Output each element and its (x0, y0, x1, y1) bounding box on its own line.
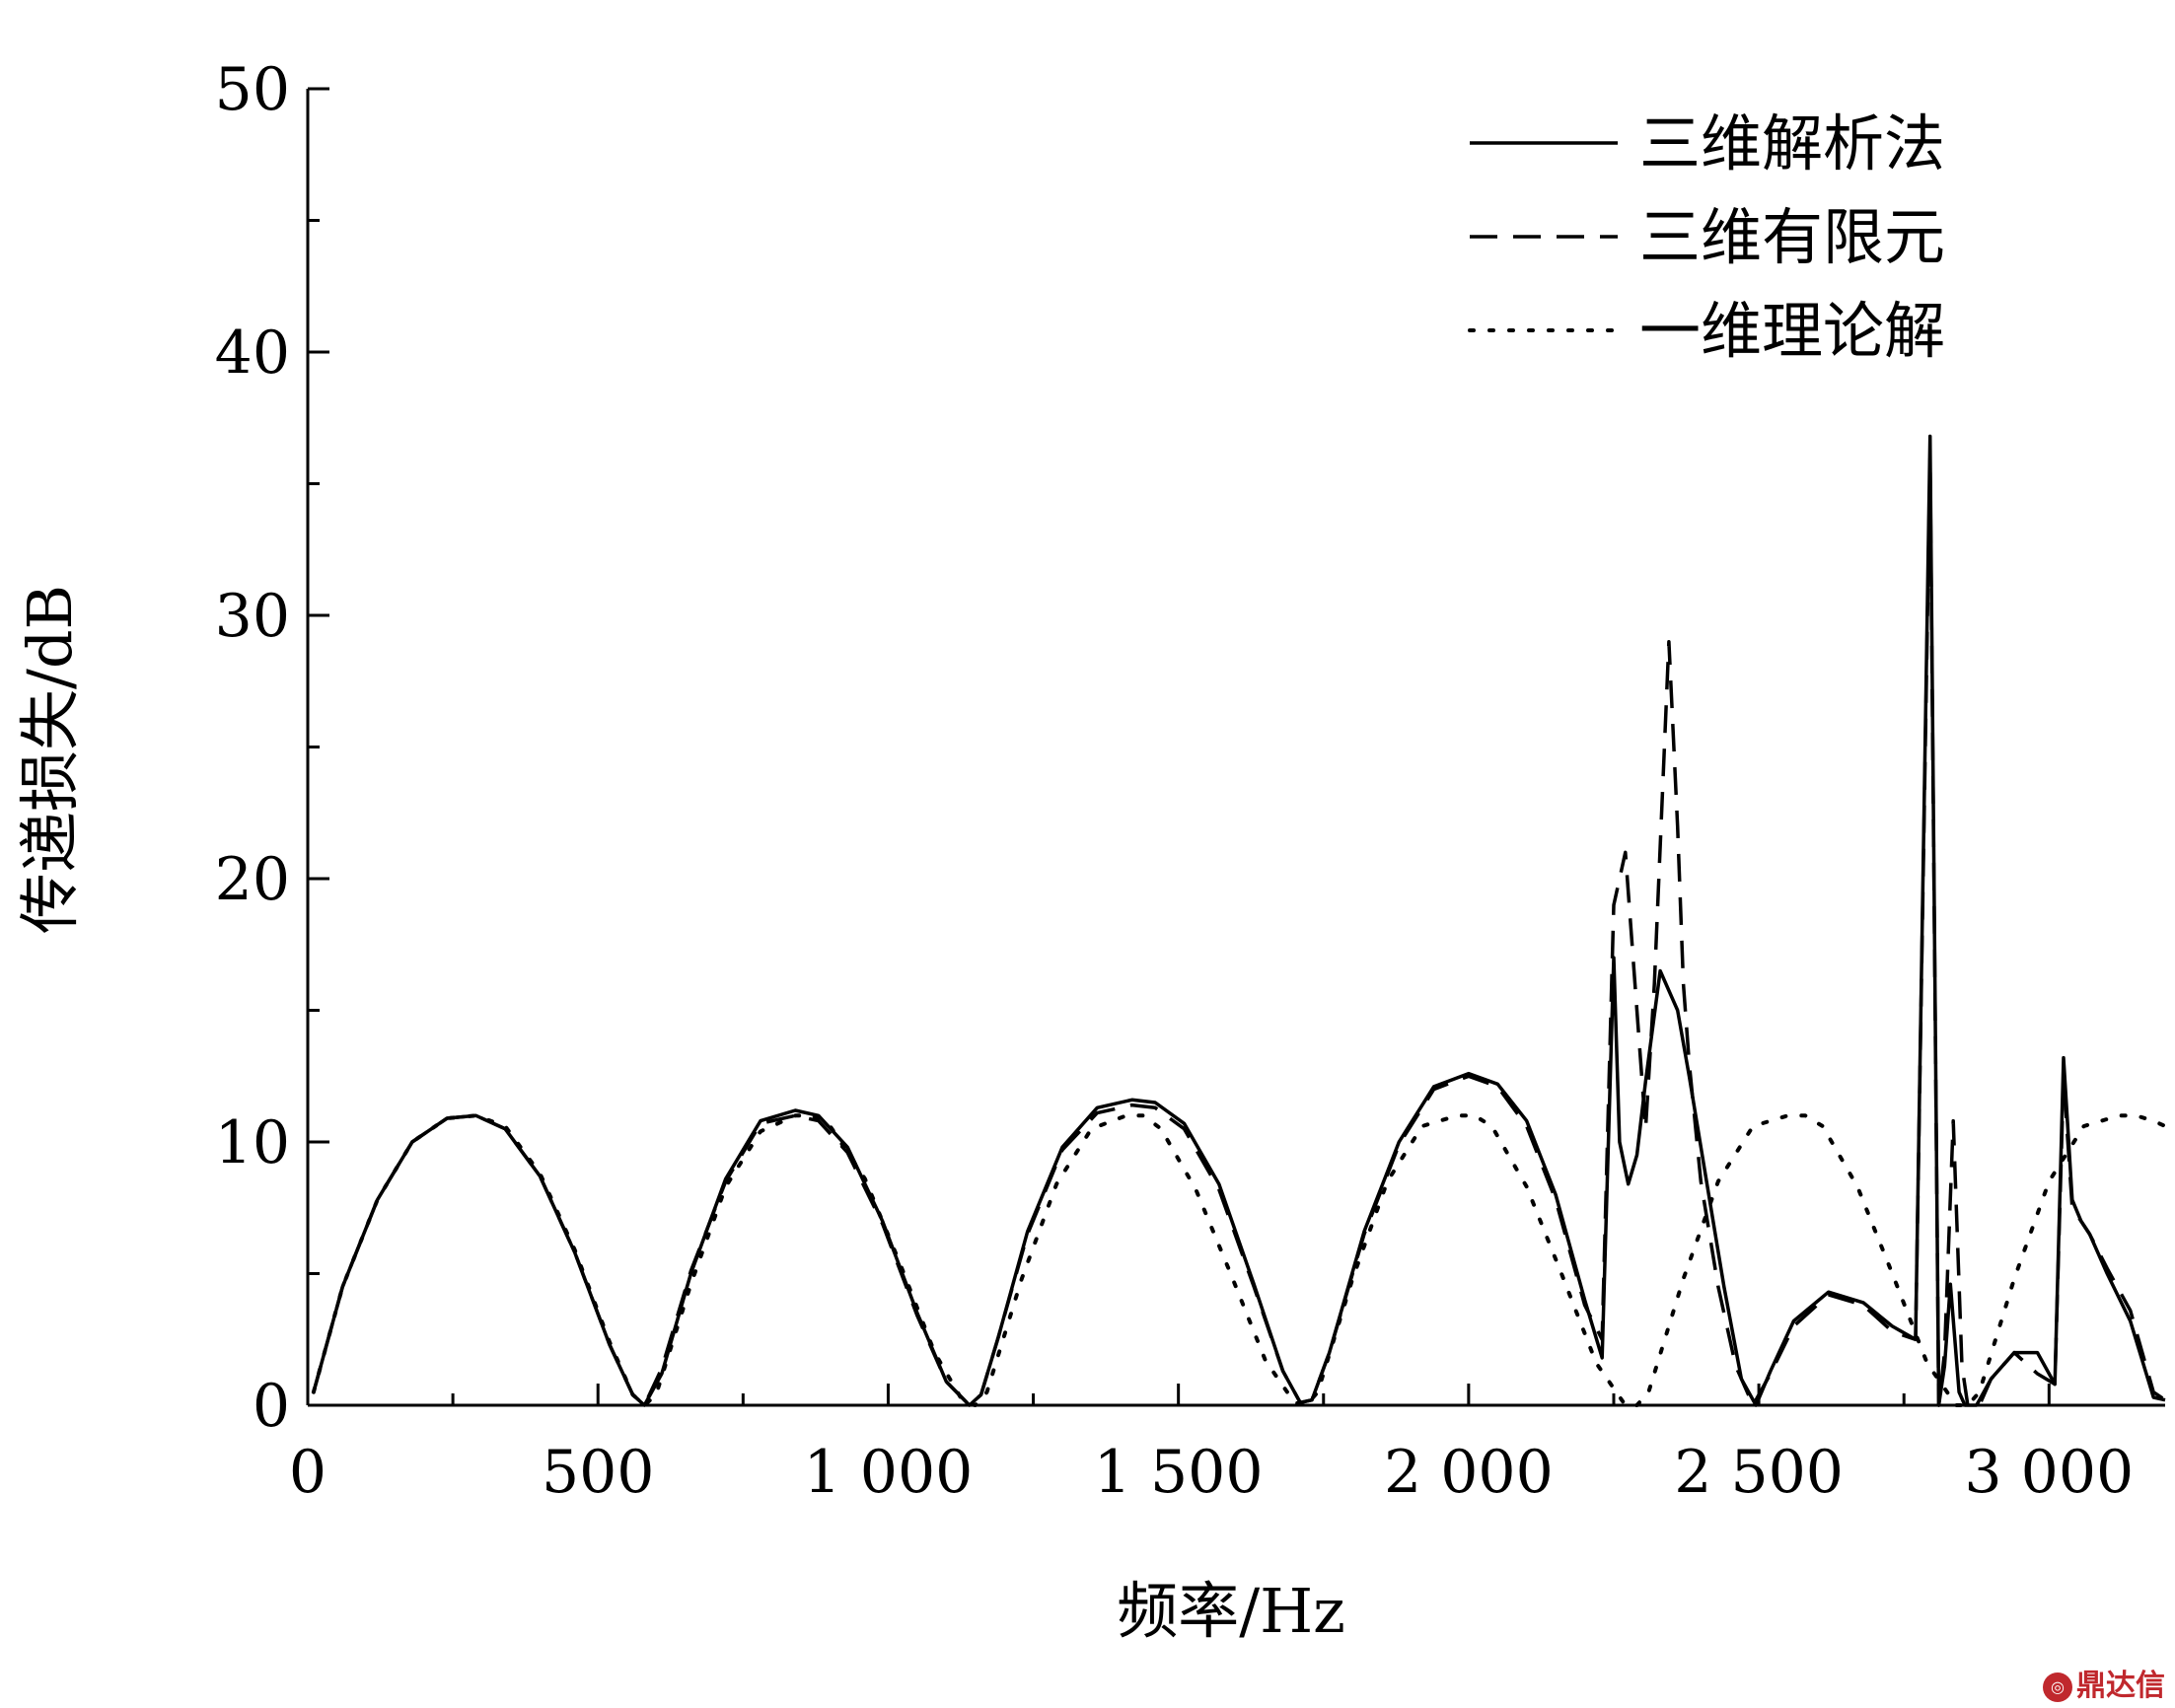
series-line-2 (312, 456, 2166, 1407)
legend-label-2: 三维有限元 (1639, 201, 1945, 273)
y-tick-label: 10 (215, 1108, 290, 1177)
legend-label-1: 三维解析法 (1639, 107, 1945, 179)
y-tick-label: 20 (215, 845, 290, 914)
y-tick-label: 30 (215, 582, 290, 651)
x-tick-label: 0 (289, 1438, 326, 1507)
x-tick-label: 1 500 (1094, 1438, 1264, 1507)
y-axis-title: 传递损失/dB (14, 585, 86, 934)
y-tick-label: 50 (215, 55, 290, 124)
x-tick-label: 3 000 (1964, 1438, 2134, 1507)
watermark-logo: ◎ 鼎达信 (2043, 1661, 2165, 1704)
x-tick-label: 2 000 (1384, 1438, 1554, 1507)
watermark-text: 鼎达信 (2076, 1669, 2165, 1703)
series-line-3 (311, 1113, 2167, 1407)
x-tick-label: 500 (542, 1438, 655, 1507)
y-tick-label: 40 (215, 319, 290, 388)
x-axis-title: 频率/Hz (1117, 1575, 1345, 1647)
watermark-badge-icon: ◎ (2043, 1672, 2072, 1702)
series-line-1 (312, 434, 2166, 1407)
legend-label-3: 一维理论解 (1639, 295, 1945, 367)
series-layer (311, 434, 2167, 1407)
x-tick-label: 2 500 (1674, 1438, 1844, 1507)
x-tick-label: 1 000 (804, 1438, 974, 1507)
y-tick-label: 0 (253, 1372, 290, 1441)
